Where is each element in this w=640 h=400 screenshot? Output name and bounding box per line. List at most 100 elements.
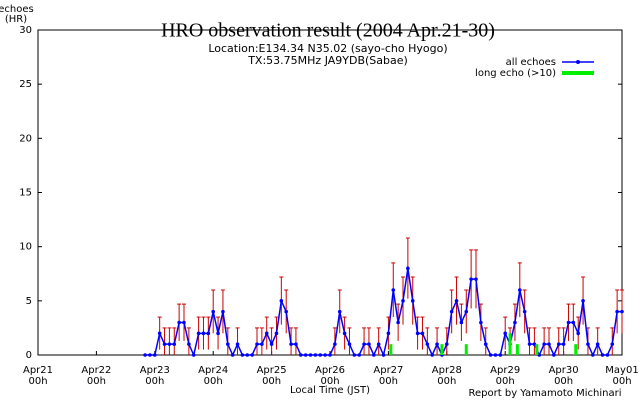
point bbox=[308, 353, 313, 357]
point bbox=[566, 320, 571, 325]
long-echo-bar bbox=[389, 344, 393, 355]
point bbox=[206, 331, 211, 336]
point bbox=[513, 320, 517, 325]
x-axis-label: Local Time (JST) bbox=[290, 385, 370, 396]
point bbox=[157, 331, 162, 336]
series-line bbox=[145, 268, 622, 358]
y-tick-label: 30 bbox=[19, 25, 32, 36]
point bbox=[576, 331, 580, 336]
point bbox=[381, 353, 386, 357]
point bbox=[337, 309, 342, 314]
point bbox=[153, 353, 157, 357]
point bbox=[279, 299, 284, 303]
x-tick-label: Apr29 00h bbox=[490, 365, 520, 387]
point bbox=[372, 353, 376, 357]
point bbox=[571, 320, 576, 325]
y-tick-label: 25 bbox=[19, 79, 32, 90]
point bbox=[323, 353, 327, 357]
point bbox=[469, 277, 473, 281]
point bbox=[367, 342, 371, 346]
point bbox=[362, 342, 366, 346]
x-tick-label: May01 00h bbox=[605, 365, 638, 387]
point bbox=[284, 309, 289, 314]
x-tick-label: Apr28 00h bbox=[432, 365, 462, 387]
point bbox=[172, 342, 177, 346]
subtitle: TX:53.75MHz JA9YDB(Sabae) bbox=[247, 54, 408, 67]
point bbox=[425, 342, 430, 346]
point bbox=[420, 331, 425, 336]
point bbox=[201, 331, 206, 336]
point bbox=[182, 320, 186, 325]
point bbox=[532, 342, 537, 346]
point bbox=[269, 342, 274, 346]
point bbox=[518, 288, 522, 292]
point bbox=[333, 342, 337, 346]
y-tick-label: 15 bbox=[19, 188, 32, 199]
point bbox=[391, 288, 396, 292]
subtitle: Location:E134.34 N35.02 (sayo-cho Hyogo) bbox=[208, 42, 447, 55]
point bbox=[318, 353, 323, 357]
point bbox=[211, 309, 215, 314]
point bbox=[357, 353, 362, 357]
point bbox=[289, 342, 293, 346]
point bbox=[328, 353, 332, 357]
point bbox=[274, 331, 279, 336]
x-tick-label: Apr24 00h bbox=[198, 365, 228, 387]
point bbox=[250, 353, 254, 357]
point bbox=[226, 342, 230, 346]
point bbox=[586, 342, 590, 346]
y-axis-label: echoes bbox=[0, 4, 34, 15]
point bbox=[221, 309, 225, 314]
y-tick-label: 5 bbox=[26, 296, 32, 307]
point bbox=[503, 331, 508, 336]
point bbox=[410, 299, 415, 303]
point bbox=[488, 353, 493, 357]
point bbox=[498, 353, 503, 357]
point bbox=[581, 299, 585, 303]
long-echo-bar bbox=[440, 344, 444, 355]
point bbox=[542, 342, 546, 346]
point bbox=[255, 342, 259, 346]
point bbox=[396, 320, 400, 325]
point bbox=[240, 353, 245, 357]
x-tick-label: Apr23 00h bbox=[140, 365, 170, 387]
point bbox=[449, 309, 454, 314]
point bbox=[605, 353, 610, 357]
point bbox=[459, 320, 464, 325]
point bbox=[187, 342, 191, 346]
legend-label: long echo (>10) bbox=[475, 68, 556, 79]
point bbox=[143, 353, 147, 357]
point bbox=[235, 342, 240, 346]
long-echo-bar bbox=[508, 333, 512, 355]
point bbox=[454, 299, 459, 303]
point bbox=[600, 353, 605, 357]
point bbox=[162, 342, 167, 346]
point bbox=[352, 353, 357, 357]
point bbox=[445, 342, 449, 346]
point bbox=[615, 309, 619, 314]
point bbox=[547, 342, 551, 346]
point bbox=[167, 342, 172, 346]
point bbox=[216, 331, 220, 336]
point bbox=[347, 342, 352, 346]
point bbox=[435, 342, 439, 346]
point bbox=[386, 331, 391, 336]
point bbox=[299, 353, 303, 357]
point bbox=[148, 353, 152, 357]
point bbox=[561, 342, 566, 346]
point bbox=[474, 277, 478, 281]
point bbox=[264, 331, 269, 336]
legend-swatch bbox=[576, 60, 580, 64]
point bbox=[556, 342, 561, 346]
point bbox=[522, 309, 527, 314]
x-tick-label: Apr30 00h bbox=[549, 365, 579, 387]
point bbox=[527, 342, 532, 346]
point bbox=[191, 353, 196, 357]
point bbox=[245, 353, 250, 357]
long-echo-bar bbox=[515, 344, 519, 355]
point bbox=[406, 266, 410, 271]
point bbox=[620, 309, 624, 314]
point bbox=[464, 309, 469, 314]
point bbox=[342, 331, 347, 336]
